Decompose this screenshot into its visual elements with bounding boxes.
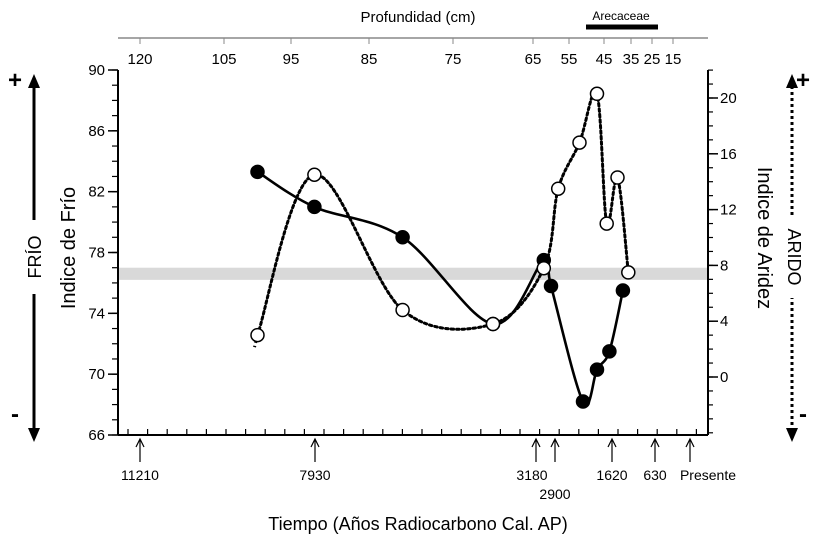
labels: Profundidad (cm) Arecaceae Tiempo (Años … — [8, 9, 810, 534]
top-tick-label: 55 — [561, 51, 578, 68]
right-indicator-arrow-head-down — [786, 428, 798, 442]
left-tick-label: 74 — [88, 305, 105, 322]
time-label: 3180 — [516, 467, 547, 483]
axes — [26, 24, 800, 462]
time-arrow-head — [135, 437, 145, 448]
left-tick-label: 90 — [88, 62, 105, 79]
left-tick-label: 70 — [88, 366, 105, 383]
time-label: 7930 — [299, 467, 330, 483]
top-tick-label: 45 — [596, 51, 613, 68]
left-tick-label: 78 — [88, 245, 105, 262]
right-indicator-arrow-head-up — [786, 74, 798, 88]
series-0-point — [575, 394, 591, 409]
right-indicator-gap — [784, 216, 800, 298]
top-tick-label: 65 — [525, 51, 542, 68]
series-1-point — [621, 265, 636, 280]
arecaceae-label: Arecaceae — [592, 9, 650, 23]
x-axis-title: Tiempo (Años Radiocarbono Cal. AP) — [268, 514, 567, 534]
series-1-point — [485, 316, 501, 332]
series-1-point — [589, 86, 605, 102]
right-tick-label: 12 — [720, 202, 737, 219]
top-axis-title: Profundidad (cm) — [360, 9, 475, 26]
time-arrow-head — [550, 437, 560, 448]
series-1-point — [250, 327, 265, 343]
left-indicator-gap — [26, 220, 42, 294]
top-tick-label: 105 — [211, 51, 236, 68]
series-0-point — [615, 283, 631, 298]
right-tick-label: 16 — [720, 146, 737, 163]
time-arrow-head — [607, 437, 617, 448]
time-label: 2900 — [539, 486, 570, 502]
series-1-point — [599, 216, 614, 231]
right-tick-label: 0 — [720, 369, 728, 386]
right-indicator-plus: + — [796, 67, 810, 94]
left-indicator-arrow-head-up — [28, 74, 40, 88]
left-indicator-minus: - — [11, 401, 19, 428]
left-tick-label: 86 — [88, 123, 105, 140]
time-arrow-head — [685, 437, 695, 448]
top-tick-label: 85 — [361, 51, 378, 68]
left-indicator-arrow-head-down — [28, 428, 40, 442]
top-tick-label: 75 — [445, 51, 462, 68]
reference-band — [118, 267, 708, 280]
top-tick-label: 95 — [283, 51, 300, 68]
time-arrow-head — [310, 437, 320, 448]
series-1-point — [307, 167, 322, 182]
right-tick-label: 4 — [720, 313, 728, 330]
top-tick-label: 15 — [665, 51, 682, 68]
right-tick-label: 20 — [720, 90, 737, 107]
top-tick-label: 120 — [127, 51, 152, 68]
left-indicator-label: FRÍO — [25, 236, 45, 279]
time-label: 630 — [643, 467, 667, 483]
left-tick-label: 66 — [88, 427, 105, 444]
top-tick-label: 25 — [644, 51, 661, 68]
reference-band-layer — [118, 267, 708, 280]
series-0-point — [602, 344, 617, 359]
left-indicator-plus: + — [8, 67, 22, 94]
time-label: 1620 — [596, 467, 627, 483]
right-axis-title: Indice de Aridez — [753, 167, 775, 309]
series-0-point — [543, 278, 559, 294]
series-1-point — [536, 260, 552, 276]
time-label: 11210 — [121, 467, 159, 483]
time-arrow-head — [531, 437, 541, 448]
left-axis-title: Indice de Frío — [58, 187, 80, 309]
left-tick-label: 82 — [88, 184, 105, 201]
right-indicator-minus: - — [799, 401, 807, 428]
series-1-point — [610, 170, 625, 185]
series-1-point — [395, 302, 410, 318]
time-arrow-head — [650, 437, 660, 448]
series-0-point — [307, 199, 322, 215]
series-0-point — [395, 230, 410, 245]
right-tick-label: 8 — [720, 257, 728, 274]
series — [250, 86, 636, 409]
right-indicator-label: ARIDO — [784, 228, 804, 285]
series-0-point — [250, 164, 265, 180]
series-1-point — [550, 181, 566, 196]
time-label: Presente — [680, 467, 736, 483]
top-tick-label: 35 — [623, 51, 640, 68]
series-0-point — [589, 362, 605, 377]
series-1-point — [572, 135, 587, 150]
